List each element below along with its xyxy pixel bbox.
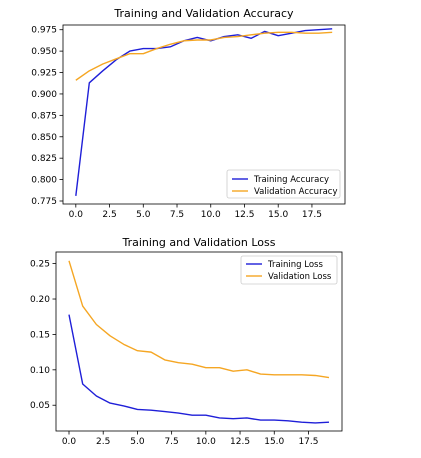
accuracy-y-tick-label: 0.900 bbox=[31, 90, 57, 100]
accuracy-y-tick-label: 0.825 bbox=[31, 154, 57, 164]
loss-legend-box bbox=[240, 255, 338, 285]
loss-plot-frame bbox=[55, 251, 343, 432]
loss-x-tick-label: 2.5 bbox=[96, 437, 110, 447]
loss-validation-line bbox=[68, 260, 330, 379]
loss-y-tick-label: 0.25 bbox=[30, 260, 50, 270]
accuracy-y-tick-label: 0.875 bbox=[31, 111, 57, 121]
accuracy-x-tick-label: 10.0 bbox=[201, 210, 221, 220]
loss-chart: Training and Validation Loss 0.0 2.5 5.0 7.… bbox=[30, 236, 343, 447]
accuracy-legend-box bbox=[226, 169, 341, 199]
accuracy-x-tick-label: 15.0 bbox=[268, 210, 288, 220]
accuracy-x-tick-label: 7.5 bbox=[170, 210, 184, 220]
loss-chart-title: Training and Validation Loss bbox=[121, 236, 275, 249]
loss-y-tick-label: 0.10 bbox=[30, 366, 50, 376]
accuracy-x-tick-label: 5.0 bbox=[136, 210, 151, 220]
loss-legend-label-training: Training Loss bbox=[267, 260, 323, 270]
accuracy-x-tick-label: 2.5 bbox=[102, 210, 116, 220]
loss-x-tick-label: 10.0 bbox=[196, 437, 216, 447]
loss-x-tick-label: 17.5 bbox=[298, 437, 318, 447]
accuracy-y-tick-label: 0.975 bbox=[31, 26, 57, 36]
accuracy-chart: Training and Validation Accuracy 0.0 2.5 5… bbox=[31, 7, 346, 220]
accuracy-y-tick-label: 0.850 bbox=[31, 133, 57, 143]
accuracy-y-tick-label: 0.925 bbox=[31, 69, 57, 79]
accuracy-legend-label-validation: Validation Accuracy bbox=[254, 187, 337, 197]
loss-x-tick-label: 7.5 bbox=[164, 437, 178, 447]
accuracy-chart-title: Training and Validation Accuracy bbox=[113, 7, 294, 20]
accuracy-y-tick-label: 0.800 bbox=[31, 176, 57, 186]
loss-x-tick-label: 15.0 bbox=[264, 437, 284, 447]
accuracy-legend: Training Accuracy Validation Accuracy bbox=[226, 169, 341, 199]
loss-x-tick-label: 5.0 bbox=[130, 437, 145, 447]
accuracy-x-tick-label: 0.0 bbox=[69, 210, 84, 220]
loss-x-tick-label: 0.0 bbox=[62, 437, 77, 447]
accuracy-legend-label-training: Training Accuracy bbox=[253, 175, 329, 185]
accuracy-x-tick-label: 17.5 bbox=[302, 210, 322, 220]
loss-y-tick-label: 0.20 bbox=[30, 295, 50, 305]
loss-y-tick-label: 0.15 bbox=[30, 330, 50, 340]
loss-legend: Training Loss Validation Loss bbox=[240, 255, 338, 285]
loss-training-line bbox=[68, 314, 330, 424]
loss-x-tick-label: 12.5 bbox=[230, 437, 250, 447]
accuracy-y-tick-label: 0.775 bbox=[31, 197, 57, 207]
accuracy-x-tick-label: 12.5 bbox=[234, 210, 254, 220]
accuracy-y-tick-label: 0.950 bbox=[31, 47, 57, 57]
accuracy-validation-line bbox=[75, 31, 333, 81]
accuracy-plot-frame bbox=[62, 24, 346, 205]
loss-y-tick-label: 0.05 bbox=[30, 401, 50, 411]
loss-legend-label-validation: Validation Loss bbox=[268, 272, 332, 282]
